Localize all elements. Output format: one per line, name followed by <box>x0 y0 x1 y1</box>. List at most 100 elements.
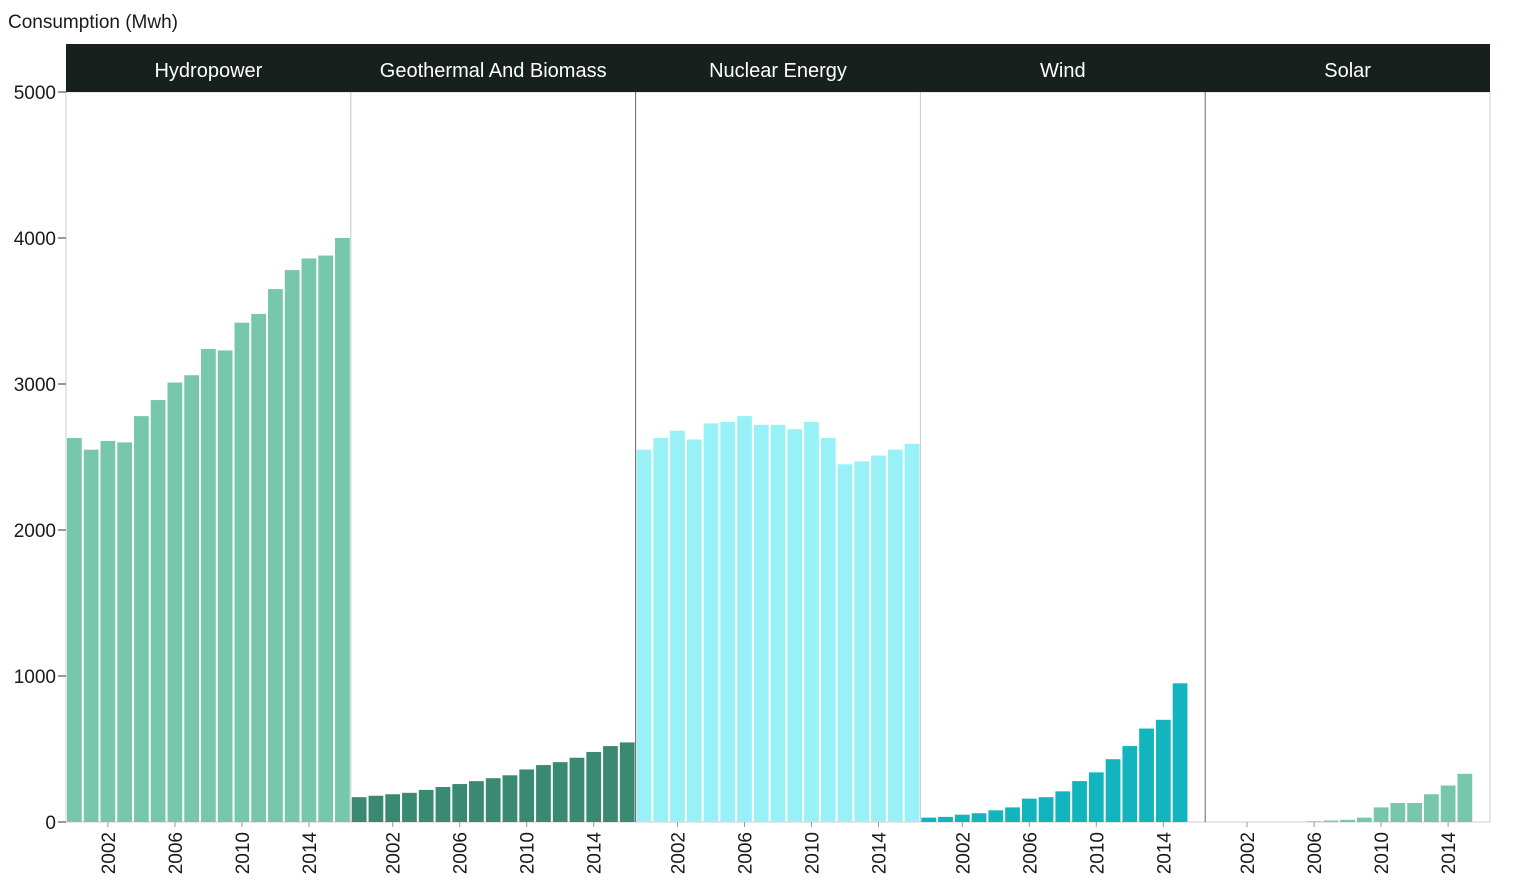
bar <box>318 255 334 822</box>
bar <box>904 443 920 822</box>
bar <box>603 746 618 822</box>
bar <box>519 769 535 822</box>
bar <box>804 421 819 822</box>
y-tick-label: 0 <box>45 813 56 834</box>
bar <box>653 438 669 822</box>
bar <box>619 742 635 822</box>
y-tick-label: 5000 <box>14 83 56 104</box>
bar <box>837 464 853 822</box>
bar <box>301 258 317 822</box>
bar <box>787 429 803 822</box>
bar <box>335 238 350 822</box>
bar <box>134 416 149 822</box>
bar <box>167 382 183 822</box>
x-tick-label: 2002 <box>668 832 689 874</box>
y-tick-label: 3000 <box>14 375 56 396</box>
bar <box>351 797 367 822</box>
bar <box>251 313 267 822</box>
bar <box>938 816 953 822</box>
bar <box>1390 803 1406 822</box>
x-tick-label: 2010 <box>1087 832 1108 874</box>
x-tick-label: 2010 <box>1372 832 1393 874</box>
x-tick-label: 2014 <box>585 832 606 875</box>
bar <box>770 424 786 822</box>
bar <box>854 461 870 822</box>
y-axis-title: Consumption (Mwh) <box>8 12 178 33</box>
panel-title-geothermal-and-biomass: Geothermal And Biomass <box>380 60 607 82</box>
bar <box>737 416 752 822</box>
bar <box>1172 683 1188 822</box>
bar <box>1122 746 1138 822</box>
y-tick-label: 1000 <box>14 667 56 688</box>
bar <box>1005 807 1020 822</box>
bar <box>234 322 250 822</box>
bar <box>385 794 401 822</box>
bar <box>435 786 451 822</box>
bar <box>670 430 685 822</box>
x-tick-label: 2014 <box>300 832 321 875</box>
x-tick-label: 2006 <box>1305 832 1326 874</box>
panel-title-wind: Wind <box>1040 60 1086 82</box>
bar <box>402 792 417 822</box>
bar <box>1423 794 1439 822</box>
bar <box>971 813 987 822</box>
bar <box>150 400 166 822</box>
y-tick-label: 2000 <box>14 521 56 542</box>
bar <box>887 449 903 822</box>
bar <box>83 449 99 822</box>
bar <box>1021 798 1037 822</box>
bar <box>753 424 769 822</box>
bar <box>1323 820 1339 822</box>
facet-header-bar <box>66 44 1490 92</box>
bar <box>1088 772 1104 822</box>
bar <box>1373 807 1389 822</box>
x-tick-label: 2010 <box>803 832 824 874</box>
x-tick-label: 2010 <box>518 832 539 874</box>
bar <box>217 350 233 822</box>
x-tick-label: 2010 <box>233 832 254 874</box>
bar <box>954 814 970 822</box>
bar <box>1356 817 1372 822</box>
x-tick-label: 2014 <box>1154 832 1175 875</box>
x-tick-label: 2014 <box>870 832 891 875</box>
x-tick-label: 2006 <box>451 832 472 874</box>
bar <box>1306 821 1322 822</box>
bar <box>201 348 216 822</box>
bar <box>117 442 133 822</box>
bar <box>636 449 652 822</box>
bar <box>485 778 501 822</box>
bar <box>184 375 200 822</box>
panel-title-nuclear-energy: Nuclear Energy <box>709 60 847 82</box>
x-tick-label: 2002 <box>953 832 974 874</box>
panel-title-hydropower: Hydropower <box>154 60 262 82</box>
bar <box>720 421 736 822</box>
bar <box>1407 803 1422 822</box>
bar <box>988 810 1004 822</box>
bar <box>368 795 384 822</box>
x-tick-label: 2006 <box>1020 832 1041 874</box>
bar <box>1105 759 1121 822</box>
bar <box>1440 785 1456 822</box>
x-tick-label: 2014 <box>1439 832 1460 875</box>
bar <box>502 775 518 822</box>
bar <box>586 751 602 822</box>
x-tick-label: 2002 <box>99 832 120 874</box>
bar <box>820 438 836 822</box>
bar <box>552 762 568 822</box>
bar <box>686 439 702 822</box>
x-tick-label: 2006 <box>735 832 756 874</box>
x-tick-label: 2002 <box>384 832 405 874</box>
bar <box>536 765 551 822</box>
bar <box>100 440 116 822</box>
bar <box>1155 719 1171 822</box>
bar <box>284 270 300 822</box>
bar <box>921 817 937 822</box>
bar <box>1072 781 1087 822</box>
bar <box>268 289 283 823</box>
bar <box>67 438 82 822</box>
bar <box>1340 819 1355 822</box>
panel-title-solar: Solar <box>1324 60 1371 82</box>
bar <box>469 781 484 822</box>
